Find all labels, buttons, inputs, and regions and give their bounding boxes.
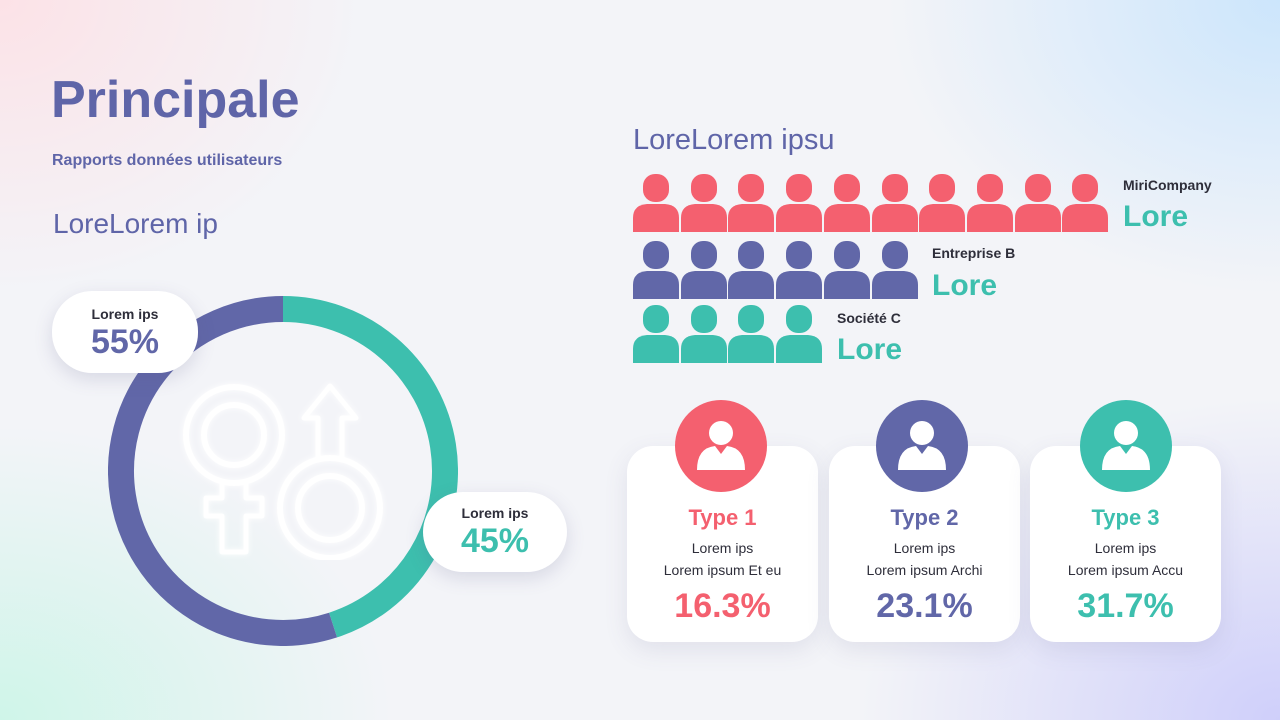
page-title: Principale [51, 71, 300, 129]
gender-symbols-icon [183, 383, 383, 560]
person-icon [776, 305, 823, 363]
person-icon [633, 305, 679, 363]
card-title: Type 3 [1091, 505, 1160, 530]
person-icon [871, 241, 918, 299]
percentage-pill-2: Lorem ips 45% [423, 492, 567, 572]
card-value: 23.1% [876, 587, 973, 625]
right-section-heading: LoreLorem ipsu [633, 124, 835, 156]
person-icon [728, 305, 775, 363]
person-icon [776, 174, 823, 232]
pill-value-1: 55% [90, 323, 160, 361]
card-title: Type 2 [890, 505, 959, 530]
type-2-badge [876, 400, 968, 492]
card-title: Type 1 [688, 505, 757, 530]
person-icon [633, 174, 679, 232]
person-icon [1062, 174, 1109, 232]
card-line-2: Lorem ipsum Archi [866, 562, 983, 578]
person-icon [728, 241, 775, 299]
person-icon [728, 174, 775, 232]
person-icon [1014, 174, 1061, 232]
row-label-miricompany: MiriCompany [1123, 177, 1212, 193]
person-icon [823, 241, 870, 299]
person-icon [680, 305, 727, 363]
person-icon [680, 241, 727, 299]
person-icon [776, 241, 823, 299]
row-label-societe-c: Société C [837, 310, 901, 326]
percentage-pill-1: Lorem ips 55% [52, 291, 198, 373]
card-line-2: Lorem ipsum Accu [1067, 562, 1184, 578]
row-value-entreprise-b: Lore [932, 269, 998, 302]
type-1-badge [675, 400, 767, 492]
donut-segment-1 [108, 296, 338, 646]
person-icon [966, 174, 1013, 232]
row-value-societe-c: Lore [837, 333, 903, 366]
card-value: 16.3% [674, 587, 771, 625]
page-subtitle: Rapports données utilisateurs [52, 152, 283, 169]
user-icon [1102, 421, 1150, 470]
pill-label-1: Lorem ips [91, 306, 159, 322]
row-label-entreprise-b: Entreprise B [932, 245, 1016, 261]
row-value-miricompany: Lore [1123, 200, 1189, 233]
person-icon [633, 241, 679, 299]
user-icon [898, 421, 946, 470]
donut-segment-2 [282, 296, 458, 638]
left-section-heading: LoreLorem ip [53, 208, 218, 239]
person-icon [680, 174, 727, 232]
card-line-1: Lorem ips [691, 540, 754, 556]
pill-value-2: 45% [460, 522, 530, 560]
card-line-2: Lorem ipsum Et eu [663, 562, 782, 578]
card-line-1: Lorem ips [893, 540, 956, 556]
person-icon [919, 174, 966, 232]
type-3-badge [1080, 400, 1172, 492]
card-line-1: Lorem ips [1094, 540, 1157, 556]
pill-label-2: Lorem ips [461, 505, 529, 521]
donut-chart [108, 296, 458, 646]
card-value: 31.7% [1077, 587, 1174, 625]
person-icon [823, 174, 870, 232]
person-icon [871, 174, 918, 232]
user-icon [697, 421, 745, 470]
